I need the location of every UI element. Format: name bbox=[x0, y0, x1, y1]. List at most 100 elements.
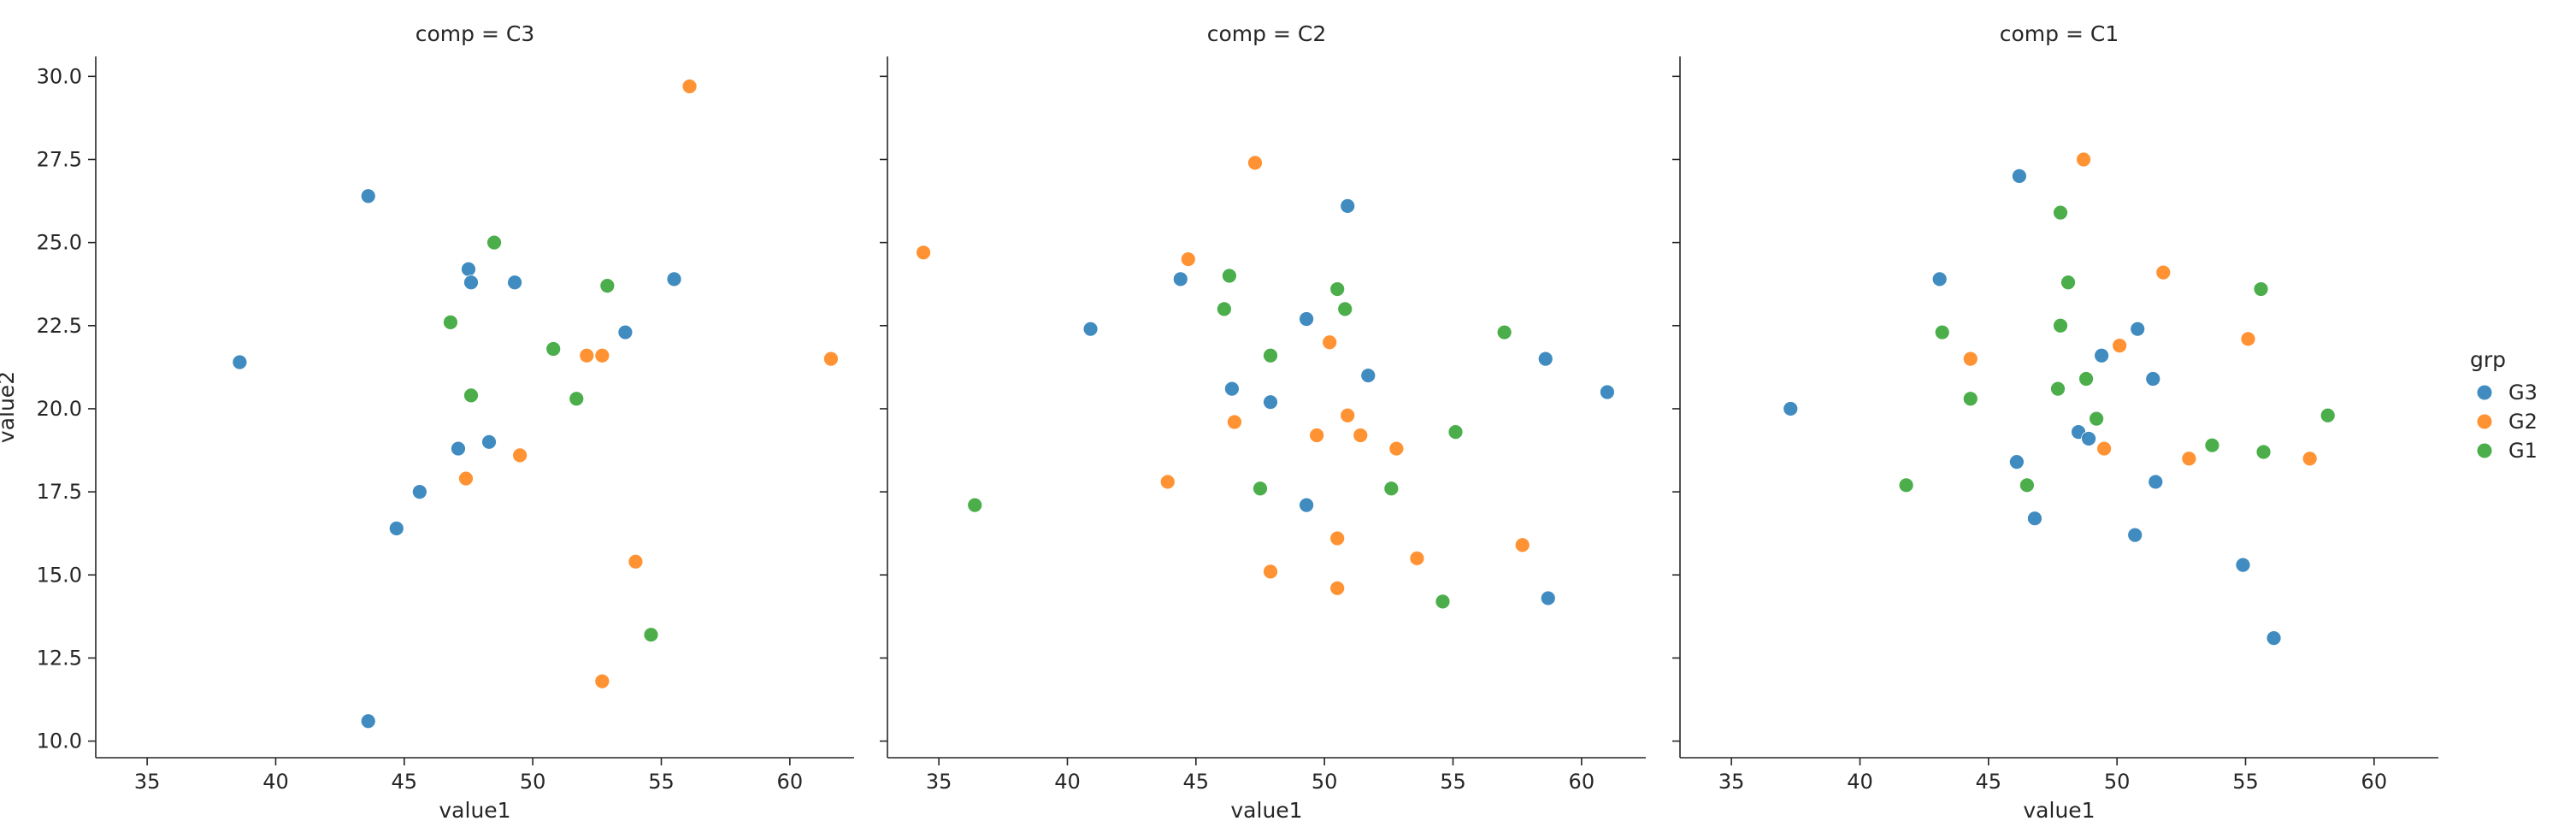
data-point bbox=[1496, 324, 1512, 340]
data-point bbox=[1253, 481, 1268, 497]
y-tick-label: 22.5 bbox=[37, 314, 82, 338]
y-tick-label: 15.0 bbox=[37, 563, 82, 587]
x-tick-label: 35 bbox=[926, 770, 952, 794]
x-tick-label: 50 bbox=[520, 770, 546, 794]
data-point bbox=[1962, 391, 1978, 407]
data-point bbox=[1329, 281, 1346, 297]
data-point bbox=[643, 627, 659, 643]
data-point bbox=[2253, 281, 2269, 297]
data-point bbox=[1540, 590, 1556, 606]
data-point bbox=[1309, 428, 1325, 443]
legend: grp G3 G2 G1 bbox=[2470, 347, 2538, 463]
data-point bbox=[2053, 317, 2068, 334]
data-point bbox=[2050, 381, 2066, 397]
x-tick-label: 35 bbox=[1718, 770, 1745, 794]
data-point bbox=[2060, 275, 2076, 291]
data-point bbox=[1599, 384, 1615, 400]
data-point bbox=[1299, 497, 1315, 513]
data-point bbox=[967, 497, 983, 513]
x-tick-label: 60 bbox=[777, 770, 804, 794]
y-tick-label: 12.5 bbox=[37, 646, 82, 670]
facet-panel-2: comp = C2 35 40 45 50 55 60 value1 bbox=[880, 21, 1646, 821]
series-G3 bbox=[1082, 198, 1615, 606]
data-point bbox=[1224, 381, 1240, 397]
data-point bbox=[1222, 268, 1237, 284]
series-G1 bbox=[967, 268, 1512, 610]
x-tick-label: 40 bbox=[262, 770, 289, 794]
data-point bbox=[2008, 454, 2025, 470]
data-point bbox=[1537, 351, 1553, 367]
series-G2 bbox=[458, 79, 839, 689]
legend-label: G2 bbox=[2508, 410, 2538, 434]
data-point bbox=[1180, 251, 1196, 267]
x-tick-label: 55 bbox=[2232, 770, 2259, 794]
y-tick-label: 27.5 bbox=[37, 147, 82, 171]
data-point bbox=[579, 347, 595, 363]
x-tick-label: 45 bbox=[1976, 770, 2002, 794]
data-point bbox=[1263, 394, 1278, 410]
data-point bbox=[2255, 444, 2272, 460]
legend-marker bbox=[2477, 443, 2492, 458]
data-point bbox=[1898, 477, 1914, 493]
x-tick-label: 60 bbox=[1569, 770, 1595, 794]
panel-title: comp = C1 bbox=[2000, 21, 2119, 46]
x-tick-label: 60 bbox=[2361, 770, 2388, 794]
data-point bbox=[2148, 474, 2164, 490]
data-point bbox=[411, 484, 427, 499]
x-axis-label: value1 bbox=[2023, 798, 2095, 821]
x-axis-label: value1 bbox=[439, 798, 510, 821]
data-point bbox=[2081, 431, 2096, 446]
data-point bbox=[2181, 451, 2197, 467]
data-point bbox=[360, 188, 376, 204]
data-point bbox=[1172, 271, 1188, 287]
data-point bbox=[1435, 594, 1451, 610]
data-point bbox=[461, 261, 476, 277]
data-point bbox=[2240, 331, 2256, 347]
y-tick-label: 25.0 bbox=[37, 231, 82, 255]
legend-label: G3 bbox=[2508, 381, 2538, 405]
data-point bbox=[916, 245, 931, 261]
y-tick-label: 20.0 bbox=[37, 397, 82, 421]
data-point bbox=[1329, 580, 1346, 596]
data-point bbox=[1263, 564, 1278, 580]
data-point bbox=[2266, 630, 2282, 646]
data-point bbox=[2320, 407, 2336, 423]
data-point bbox=[594, 673, 610, 689]
data-point bbox=[1360, 368, 1376, 383]
series-G2 bbox=[1962, 151, 2318, 467]
data-point bbox=[2155, 264, 2172, 281]
facet-panel-3: comp = C1 35 40 45 50 55 60 value1 bbox=[1672, 21, 2438, 821]
data-point bbox=[360, 713, 376, 729]
x-tick-label: 40 bbox=[1054, 770, 1081, 794]
x-axis-label: value1 bbox=[1230, 798, 1302, 821]
x-tick-label: 50 bbox=[2104, 770, 2131, 794]
data-point bbox=[2130, 321, 2146, 337]
data-point bbox=[2094, 347, 2110, 363]
x-tick-label: 50 bbox=[1312, 770, 1338, 794]
data-point bbox=[2089, 410, 2104, 427]
panel-title: comp = C3 bbox=[416, 21, 534, 46]
data-point bbox=[463, 275, 479, 291]
data-point bbox=[232, 354, 248, 370]
data-point bbox=[2302, 451, 2318, 467]
legend-item-G1: G1 bbox=[2477, 439, 2538, 463]
data-point bbox=[1247, 155, 1263, 171]
data-point bbox=[1322, 334, 1338, 351]
data-point bbox=[458, 470, 474, 487]
facet-panels: comp = C3 35 40 45 50 55 60 10.0 12.5 15.0 17.5 20.… bbox=[0, 21, 2438, 821]
data-point bbox=[1931, 271, 1948, 287]
data-point bbox=[1082, 321, 1099, 337]
x-tick-label: 35 bbox=[134, 770, 161, 794]
data-point bbox=[2053, 204, 2068, 221]
data-point bbox=[2027, 511, 2043, 527]
panel-title: comp = C2 bbox=[1207, 21, 1326, 46]
data-point bbox=[569, 391, 585, 407]
data-point bbox=[2096, 440, 2113, 457]
series-G1 bbox=[1898, 204, 2336, 493]
data-point bbox=[1227, 414, 1242, 430]
legend-title: grp bbox=[2470, 347, 2506, 372]
data-point bbox=[1783, 401, 1799, 416]
data-point bbox=[443, 315, 458, 330]
data-point bbox=[1216, 301, 1232, 317]
